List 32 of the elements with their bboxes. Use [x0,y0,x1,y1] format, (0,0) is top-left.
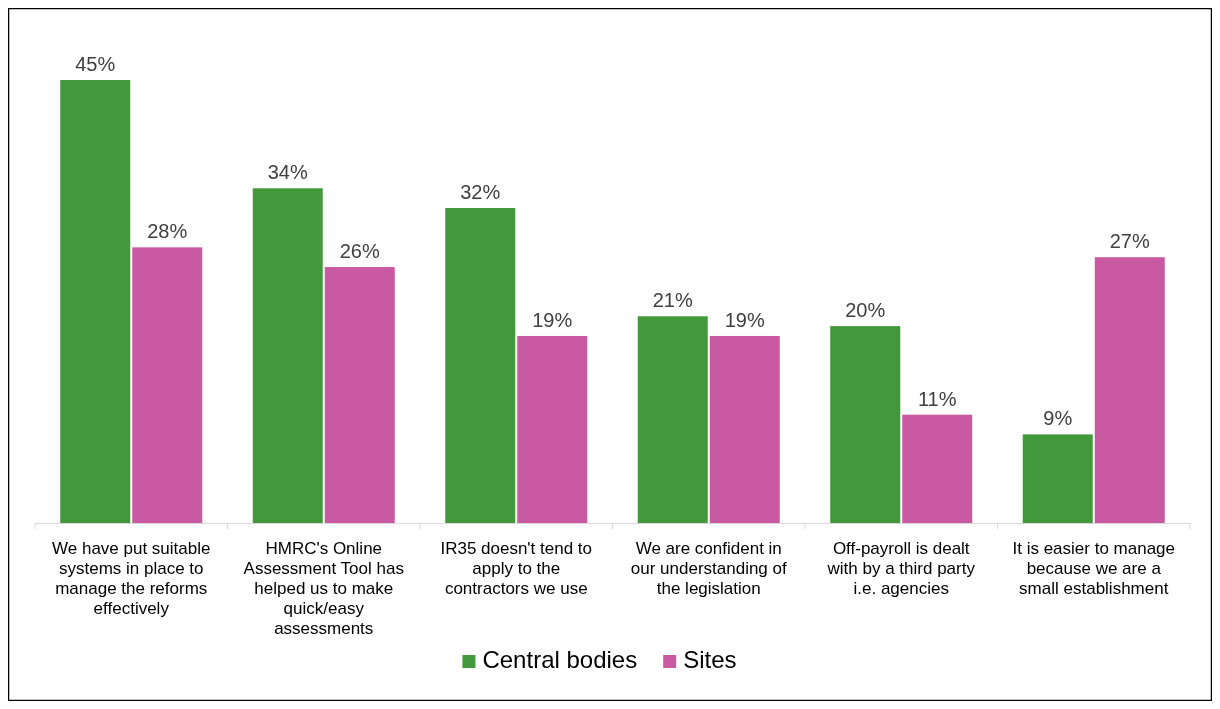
data-label: 26% [339,240,380,263]
x-tick-label: We have put suitable systems in place to manage the reforms effectively [52,539,211,618]
bar [445,207,516,523]
x-tick-label: It is easier to manage because we are a small establishment [1012,539,1176,598]
bar [1022,434,1093,523]
bar [60,80,131,523]
data-label: 34% [267,161,308,184]
data-label: 32% [460,180,501,203]
legend-label: Sites [683,646,737,673]
x-tick-label: We are confident in our understanding of the legislation [630,539,787,598]
data-label: 21% [652,289,693,312]
data-label: 28% [147,220,188,243]
legend-label: Central bodies [482,646,638,673]
bar [132,247,203,523]
x-tick-label: IR35 doesn't tend to apply to the contractors we use [440,539,593,598]
bar [1094,257,1165,523]
bar [709,335,780,523]
bar [637,316,708,523]
bar [324,267,395,523]
data-label: 20% [845,299,886,322]
data-label: 19% [532,308,573,331]
bar [902,414,973,523]
bar [252,188,323,523]
bar [517,335,588,523]
data-label: 9% [1043,407,1073,430]
data-label: 19% [724,308,765,331]
bar [830,326,901,523]
x-tick-label: HMRC's Online Assessment Tool has helped us to make quick/easy assessments [243,539,404,638]
data-label: 27% [1109,230,1150,253]
data-label: 11% [917,387,957,410]
x-tick-label: Off-payroll is dealt with by a third party i.e. agencies [826,539,976,598]
data-label: 45% [75,53,116,75]
